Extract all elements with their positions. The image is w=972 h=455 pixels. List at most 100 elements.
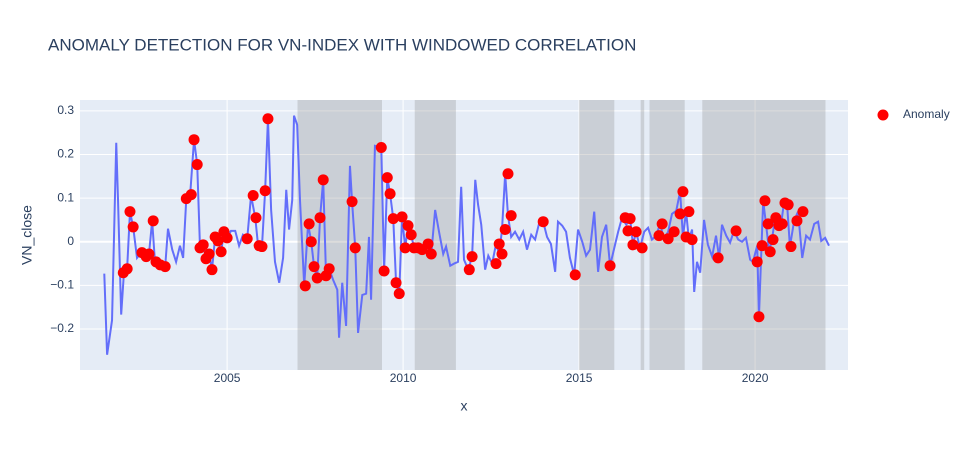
anomaly-marker	[785, 241, 797, 253]
line	[103, 115, 830, 355]
anomaly-marker	[767, 234, 779, 246]
anomaly-marker	[686, 234, 698, 246]
anomaly-marker	[653, 230, 665, 242]
anomaly-marker	[124, 206, 136, 218]
anomaly-marker	[762, 218, 774, 230]
y-tick-label: 0.1	[57, 190, 74, 204]
anomaly-marker	[212, 235, 224, 247]
anomaly-marker	[127, 221, 139, 233]
anomaly-marker	[159, 261, 171, 273]
anomaly-marker	[764, 246, 776, 258]
anomaly-marker	[604, 260, 616, 272]
anomaly-marker	[384, 188, 396, 200]
anomaly-marker	[463, 264, 475, 276]
x-tick-label: 2015	[566, 371, 593, 385]
anomaly-marker	[569, 269, 581, 281]
anomaly-marker	[797, 206, 809, 218]
anomaly-marker	[668, 226, 680, 238]
anomaly-marker	[259, 185, 271, 197]
x-tick-label: 2020	[742, 371, 769, 385]
anomaly-marker	[622, 225, 634, 237]
anomaly-marker	[656, 218, 668, 230]
anomaly-marker	[299, 280, 311, 292]
anomaly-marker	[627, 239, 639, 251]
anomaly-marker	[256, 241, 268, 253]
anomaly-marker	[399, 242, 411, 254]
anomaly-marker	[314, 212, 326, 224]
y-tick-label: −0.1	[50, 278, 74, 292]
y-axis-title: VN_close	[19, 205, 35, 265]
anomaly-marker	[674, 208, 686, 220]
anomaly-marker	[425, 248, 437, 260]
anomaly-marker	[499, 224, 511, 236]
x-axis-title: x	[461, 398, 468, 414]
anomaly-marker	[121, 263, 133, 275]
y-tick-label: 0.3	[57, 103, 74, 117]
anomaly-marker	[203, 248, 215, 260]
anomaly-marker	[782, 199, 794, 211]
anomaly-marker	[378, 265, 390, 277]
anomaly-marker	[250, 212, 262, 224]
anomaly-marker	[197, 239, 209, 251]
anomaly-marker	[636, 242, 648, 254]
y-tick-label: 0.2	[57, 147, 74, 161]
anomaly-marker	[730, 225, 742, 237]
anomaly-marker	[323, 263, 335, 275]
y-tick-label: 0	[67, 234, 74, 248]
anomaly-marker	[466, 251, 478, 263]
y-tick-label: −0.2	[50, 321, 74, 335]
x-tick-label: 2010	[390, 371, 417, 385]
anomaly-marker	[185, 189, 197, 201]
anomaly-marker	[241, 233, 253, 245]
shaded-region	[414, 100, 456, 370]
anomaly-marker	[624, 213, 636, 225]
anomaly-marker	[496, 248, 508, 260]
anomaly-marker	[756, 240, 768, 252]
anomaly-marker	[303, 218, 315, 230]
anomaly-marker	[393, 288, 405, 300]
shaded-region	[702, 100, 826, 370]
anomaly-marker	[422, 238, 434, 250]
anomaly-marker	[753, 311, 765, 323]
anomaly-marker	[502, 168, 514, 180]
anomaly-marker	[683, 206, 695, 218]
anomaly-marker	[537, 216, 549, 228]
anomaly-marker	[776, 218, 788, 230]
anomaly-marker	[191, 159, 203, 171]
anomaly-marker	[791, 215, 803, 227]
anomaly-marker	[346, 196, 358, 208]
anomaly-marker	[630, 226, 642, 238]
anomaly-marker	[206, 264, 218, 276]
anomaly-marker	[147, 215, 159, 227]
anomaly-marker	[712, 252, 724, 264]
anomaly-marker	[405, 229, 417, 241]
anomaly-marker	[188, 134, 200, 146]
anomaly-marker	[493, 238, 505, 250]
anomaly-marker	[381, 172, 393, 184]
anomaly-marker	[143, 248, 155, 260]
anomaly-marker	[308, 261, 320, 273]
anomaly-marker	[387, 213, 399, 225]
anomaly-marker	[375, 142, 387, 154]
legend-marker	[877, 109, 889, 121]
anomaly-marker	[402, 220, 414, 232]
anomaly-marker	[759, 195, 771, 207]
anomaly-marker	[751, 256, 763, 268]
anomaly-marker	[305, 236, 317, 248]
anomaly-marker	[317, 174, 329, 186]
legend-label: Anomaly	[903, 107, 950, 121]
anomaly-marker	[505, 210, 517, 222]
anomaly-marker	[311, 272, 323, 284]
anomaly-marker	[215, 246, 227, 258]
anomaly-marker	[262, 113, 274, 125]
anomaly-marker	[221, 232, 233, 244]
anomaly-marker	[677, 186, 689, 198]
anomaly-marker	[490, 258, 502, 270]
anomaly-marker	[349, 242, 361, 254]
x-tick-label: 2005	[214, 371, 241, 385]
anomaly-marker	[247, 190, 259, 202]
anomaly-marker	[390, 277, 402, 289]
chart-title: ANOMALY DETECTION FOR VN-INDEX WITH WIND…	[48, 35, 636, 54]
anomaly-marker	[396, 211, 408, 223]
